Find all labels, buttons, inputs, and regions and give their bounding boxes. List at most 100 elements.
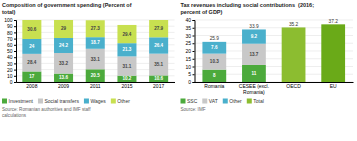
y-tick: 60 [7, 42, 16, 48]
grid [195, 20, 354, 82]
tick-label: 2015 [121, 83, 132, 89]
tick-label: 15 [185, 56, 191, 62]
bar-segment [149, 54, 168, 76]
annotation: Source: Romanian authorities and IMF sta… [2, 107, 91, 118]
text-line: Romania [204, 83, 224, 89]
tick-label: 100 [4, 17, 13, 23]
tick-mark [193, 67, 195, 68]
tick-mark [193, 59, 195, 60]
y-tick: 15 [185, 56, 194, 62]
data-label: 13.7 [249, 52, 258, 57]
y-tick: 5 [188, 71, 194, 77]
y-tick: 90 [7, 23, 16, 29]
bar-segment [117, 76, 136, 82]
data-label: 30.6 [27, 27, 36, 32]
bar-segment [117, 25, 136, 43]
legend-swatch [84, 99, 89, 104]
tick-label: 25 [185, 40, 191, 46]
x-tick: 2009 [58, 83, 69, 89]
bar-segment [149, 37, 168, 53]
bar-segment [54, 74, 73, 82]
tick-label: 2011 [90, 83, 101, 89]
bars [202, 24, 345, 82]
tick-label: 30 [185, 33, 191, 39]
chart-panel: Composition of government spending (Perc… [2, 2, 175, 118]
data-labels: 1713.620.510.210.628.433.233.131.135.124… [27, 26, 163, 81]
tick-mark [14, 39, 16, 40]
data-label: 18.7 [91, 40, 100, 45]
annotation: Source: IMF [181, 107, 206, 112]
bar-segment [242, 44, 266, 65]
data-label: 33.2 [59, 61, 68, 66]
text-line: Source: Romanian authorities and IMF sta… [2, 107, 91, 112]
legend-label: VAT [209, 98, 218, 104]
bar-segment [202, 70, 226, 82]
bar-segment [54, 53, 73, 74]
y-tick: 30 [7, 61, 16, 67]
tick-label: 2017 [153, 83, 164, 89]
bar-segment [86, 37, 105, 49]
tick-mark [14, 51, 16, 52]
y-tick: 40 [7, 54, 16, 60]
legend: InvestmentSocial transfersWagesOther [2, 98, 130, 104]
tick-label: 90 [7, 23, 13, 29]
legend-label: Social transfers [44, 98, 79, 104]
bar-segment [117, 43, 136, 56]
tick-mark [14, 76, 16, 77]
y-tick: 50 [7, 48, 16, 54]
text-line: Source: IMF [181, 107, 206, 112]
text-line: calculations [2, 113, 27, 118]
tick-label: 10 [185, 64, 191, 70]
data-label: 31.1 [122, 64, 131, 69]
data-label: 28.4 [27, 60, 36, 65]
x-tick: EU [330, 83, 337, 89]
tick-mark [14, 32, 16, 33]
tick-label: 0 [10, 79, 13, 85]
x-tick: 2017 [153, 83, 164, 89]
bar-segment [22, 20, 41, 39]
tick-label: EU [330, 83, 337, 89]
y-tick: 20 [185, 48, 194, 54]
data-label: 20.5 [91, 73, 100, 78]
bar-segment [242, 29, 266, 43]
x-tick: 2015 [121, 83, 132, 89]
tick-mark [14, 70, 16, 71]
axis-line [14, 21, 17, 83]
y-tick: 0 [10, 79, 16, 85]
y-axis: 0102030405060708090100 [4, 17, 16, 85]
x-tick: 2011 [90, 83, 101, 89]
chart-title: Tax revenues including social contributi… [181, 2, 315, 15]
text-line: EU [330, 83, 337, 89]
y-tick: 30 [185, 33, 194, 39]
total-label: 37.2 [329, 19, 339, 24]
data-label: 21.3 [122, 47, 131, 52]
chart-title: Composition of government spending (Perc… [2, 2, 132, 15]
data-label: 35.1 [154, 62, 163, 67]
tick-label: CESEE (excl.Romania) [239, 83, 269, 95]
tick-mark [14, 45, 16, 46]
data-label: 7.6 [211, 45, 218, 50]
bar-segment [282, 27, 306, 82]
data-label: 13.6 [59, 75, 68, 80]
y-tick: 35 [185, 25, 194, 31]
tick-label: 20 [7, 67, 13, 73]
data-label: 29.4 [122, 32, 131, 37]
bar-segment [86, 49, 105, 70]
data-label: 11 [252, 71, 257, 76]
y-tick: 40 [185, 17, 194, 23]
legend-swatch [223, 99, 228, 104]
tick-mark [14, 26, 16, 27]
tick-label: 10 [7, 73, 13, 79]
y-axis: 0510152025303540 [185, 17, 195, 85]
bar-segment [117, 56, 136, 75]
x-tick: OECD [286, 83, 301, 89]
data-label: 9.2 [251, 34, 258, 39]
bar-segment [22, 39, 41, 54]
tick-mark [14, 57, 16, 58]
tick-mark [193, 74, 195, 75]
x-axis: Romania CESEE (excl.Romania) OECD EU [195, 83, 354, 95]
text-line: 2009 [58, 83, 69, 89]
legend-label: Other [117, 98, 130, 104]
bar-segment [54, 38, 73, 53]
bar-segment [149, 20, 168, 37]
